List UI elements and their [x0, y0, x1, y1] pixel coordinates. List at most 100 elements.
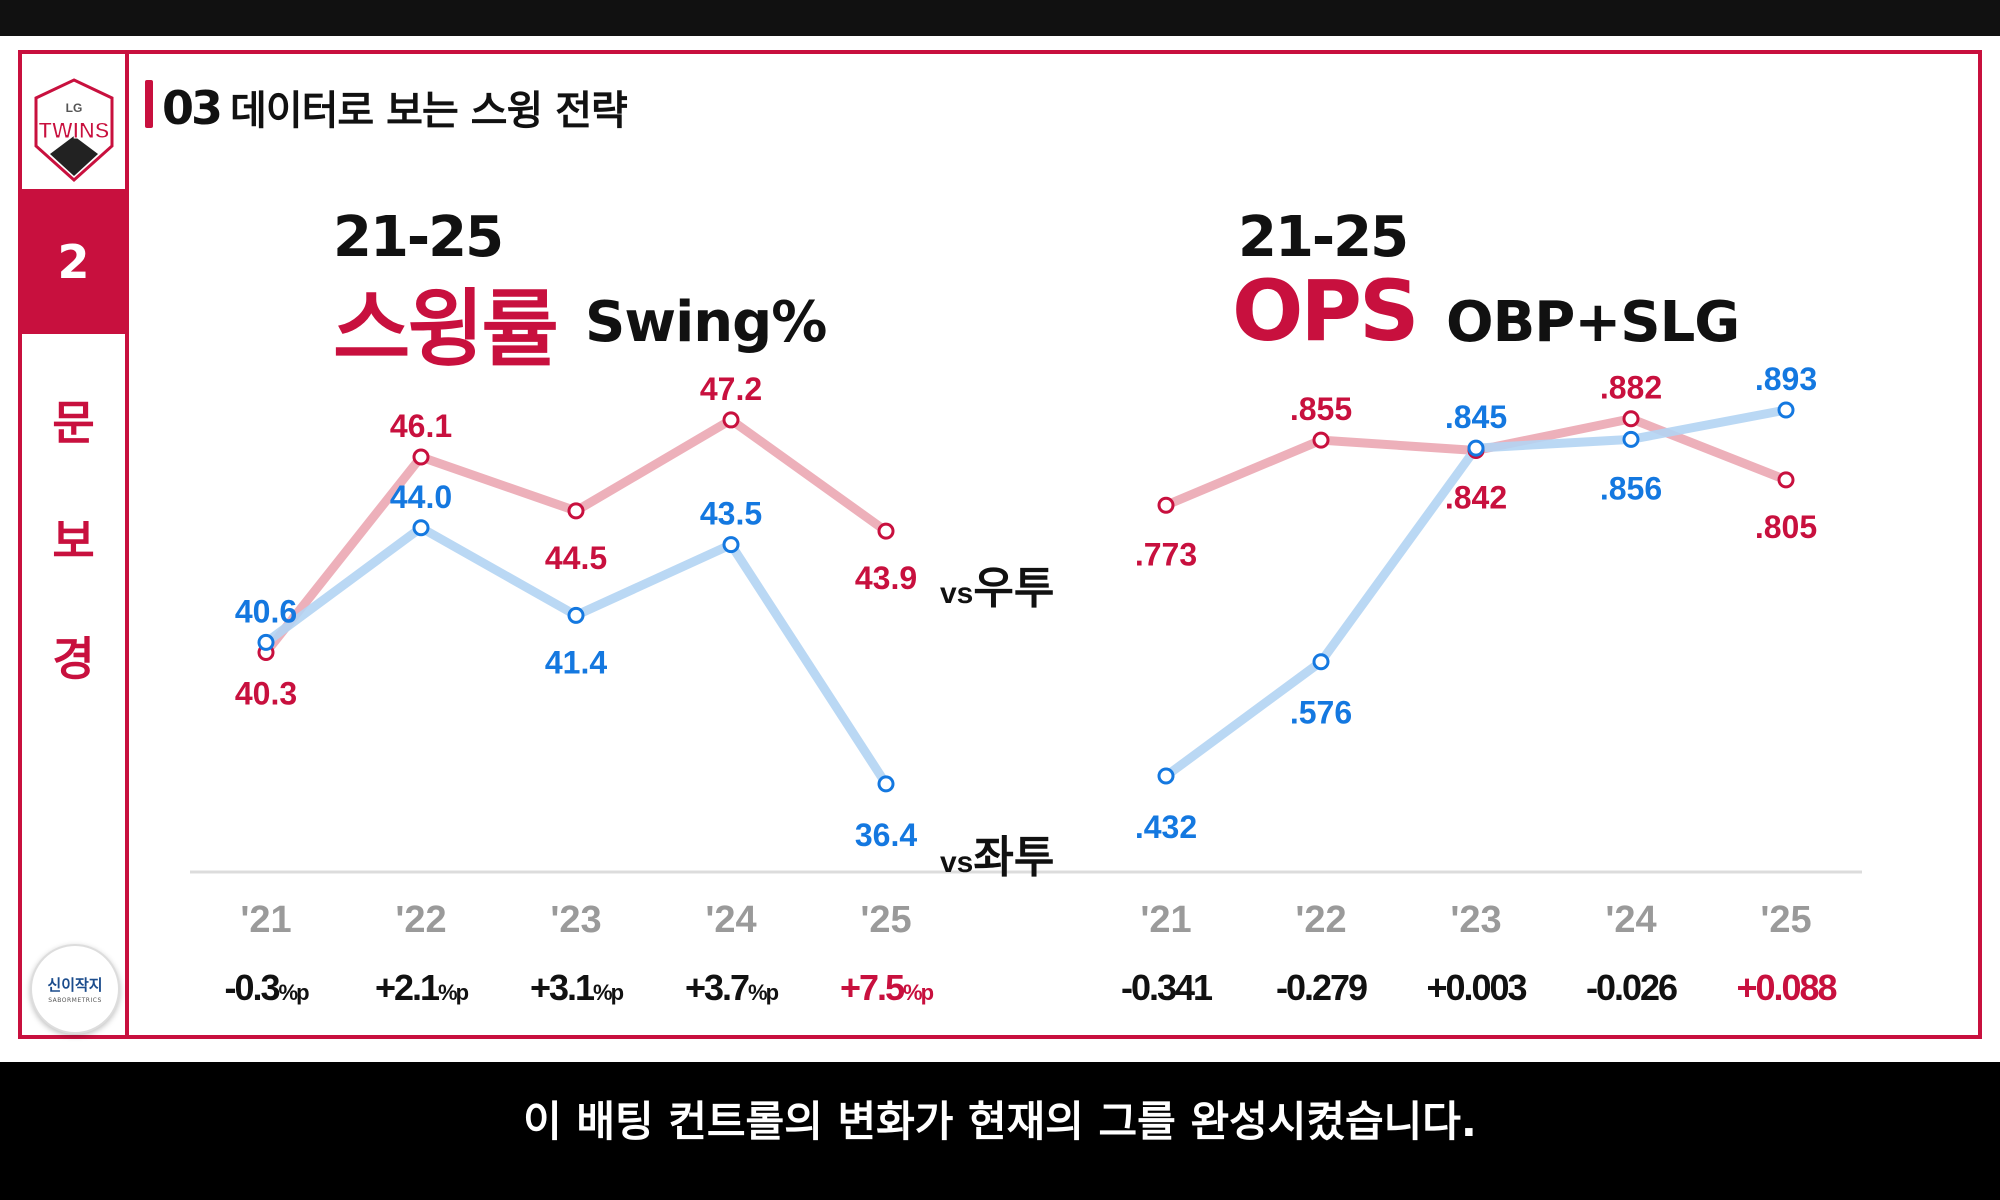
right-panel-title: OPS	[1232, 262, 1419, 360]
data-label-red: 43.9	[855, 560, 917, 596]
channel-badge: 신이작지 SABORMETRICS	[30, 944, 120, 1034]
data-point-red	[1622, 410, 1640, 428]
data-point-blue	[567, 606, 585, 624]
diff-label: +2.1%p	[375, 967, 469, 1008]
diff-unit: %p	[438, 980, 469, 1005]
diff-value: +0.088	[1736, 967, 1836, 1008]
section-number: 03	[162, 81, 223, 135]
x-tick-label: '22	[1295, 899, 1346, 941]
sidebar-char: 경	[52, 632, 95, 686]
data-label-red: .882	[1600, 370, 1662, 406]
left-years-label: 21-25	[333, 205, 504, 270]
badge-sub-text: SABORMETRICS	[48, 997, 102, 1004]
data-label-red: .855	[1290, 391, 1352, 427]
data-label-red: 47.2	[700, 371, 762, 407]
diff-label: +0.088	[1736, 967, 1836, 1008]
diff-value: -0.026	[1586, 967, 1677, 1008]
diff-unit: %p	[748, 980, 779, 1005]
diff-value: +3.1	[530, 967, 595, 1008]
diff-value: +7.5	[840, 967, 905, 1008]
diff-unit: %p	[593, 980, 624, 1005]
diff-label: -0.279	[1276, 967, 1367, 1008]
diff-label: +3.1%p	[530, 967, 624, 1008]
data-label-red: .773	[1135, 536, 1197, 572]
data-label-blue: .576	[1290, 695, 1352, 731]
section-title-text: 데이터로 보는 스윙 전략	[230, 88, 628, 134]
lg-twins-logo: LG TWINS	[34, 78, 114, 183]
x-tick-label: '23	[550, 899, 601, 941]
data-point-red	[1777, 471, 1795, 489]
data-point-red	[1312, 431, 1330, 449]
diff-label: -0.3%p	[224, 967, 309, 1008]
diff-unit: %p	[279, 980, 310, 1005]
caption-subtitle: 이 배팅 컨트롤의 변화가 현재의 그를 완성시켰습니다.	[523, 1097, 1477, 1146]
data-point-blue	[722, 536, 740, 554]
data-label-blue: 43.5	[700, 496, 762, 532]
right-panel-subtitle: OBP+SLG	[1446, 290, 1740, 355]
diff-label: +7.5%p	[840, 967, 934, 1008]
left-panel-subtitle: Swing%	[585, 290, 827, 355]
diff-value: +3.7	[685, 967, 749, 1008]
x-tick-label: '21	[1140, 899, 1191, 941]
data-label-red: 40.3	[235, 675, 297, 711]
data-label-blue: 40.6	[235, 593, 297, 629]
diff-label: -0.341	[1121, 967, 1213, 1008]
x-tick-label: '23	[1450, 899, 1501, 941]
diff-value: +2.1	[375, 967, 440, 1008]
section-accent-bar	[145, 80, 153, 128]
data-point-blue	[877, 775, 895, 793]
diff-label: -0.026	[1586, 967, 1677, 1008]
slide-frame	[18, 50, 1982, 1039]
diff-value: -0.341	[1121, 967, 1213, 1008]
data-point-blue	[1467, 439, 1485, 457]
legend-name: 우투	[973, 564, 1054, 613]
diff-unit: %p	[903, 980, 934, 1005]
x-tick-label: '24	[1605, 899, 1656, 941]
diff-label: +3.7%p	[685, 967, 779, 1008]
right-years-label: 21-25	[1238, 205, 1409, 270]
left-panel-title: 스윙률	[333, 280, 559, 378]
data-label-blue: .845	[1445, 399, 1507, 435]
diff-label: +0.003	[1426, 967, 1526, 1008]
x-tick-label: '21	[240, 899, 291, 941]
data-point-blue	[1777, 401, 1795, 419]
data-label-blue: 41.4	[545, 644, 607, 680]
sidebar-char: 문	[52, 396, 95, 450]
data-point-red	[567, 502, 585, 520]
data-point-blue	[257, 633, 275, 651]
section-title: 03 데이터로 보는 스윙 전략	[162, 78, 628, 136]
x-tick-label: '25	[1760, 899, 1811, 941]
data-point-blue	[1157, 767, 1175, 785]
logo-top-text: LG	[66, 101, 83, 115]
sidebar: LG TWINS 2 문 보 경 신이작지 SABORMETRICS	[22, 54, 129, 1035]
subtitle-bar	[0, 1062, 2000, 1200]
data-label-blue: .893	[1755, 361, 1817, 397]
x-tick-label: '22	[395, 899, 446, 941]
diff-value: -0.279	[1276, 967, 1367, 1008]
data-point-red	[877, 522, 895, 540]
diff-value: -0.3	[224, 967, 279, 1008]
slide-background	[0, 36, 2000, 1062]
data-point-red	[1157, 496, 1175, 514]
top-letterbox	[0, 0, 2000, 36]
x-tick-label: '24	[705, 899, 756, 941]
data-point-blue	[412, 519, 430, 537]
data-label-blue: .432	[1135, 809, 1197, 845]
data-point-blue	[1312, 653, 1330, 671]
data-point-blue	[1622, 430, 1640, 448]
sidebar-vertical-text: 문 보 경	[22, 364, 125, 718]
episode-number: 2	[22, 189, 125, 334]
data-label-red: 44.5	[545, 540, 607, 576]
data-point-red	[722, 411, 740, 429]
series-legend-label: vs좌투	[940, 833, 1054, 882]
data-label-red: .842	[1445, 479, 1507, 515]
diff-value: +0.003	[1426, 967, 1526, 1008]
data-label-blue: 44.0	[390, 479, 452, 515]
data-label-blue: .856	[1600, 470, 1662, 506]
legend-name: 좌투	[973, 833, 1054, 882]
legend-vs: vs	[940, 577, 973, 610]
logo-main-text: TWINS	[39, 118, 110, 143]
data-label-red: 46.1	[390, 408, 452, 444]
data-label-red: .805	[1755, 509, 1817, 545]
